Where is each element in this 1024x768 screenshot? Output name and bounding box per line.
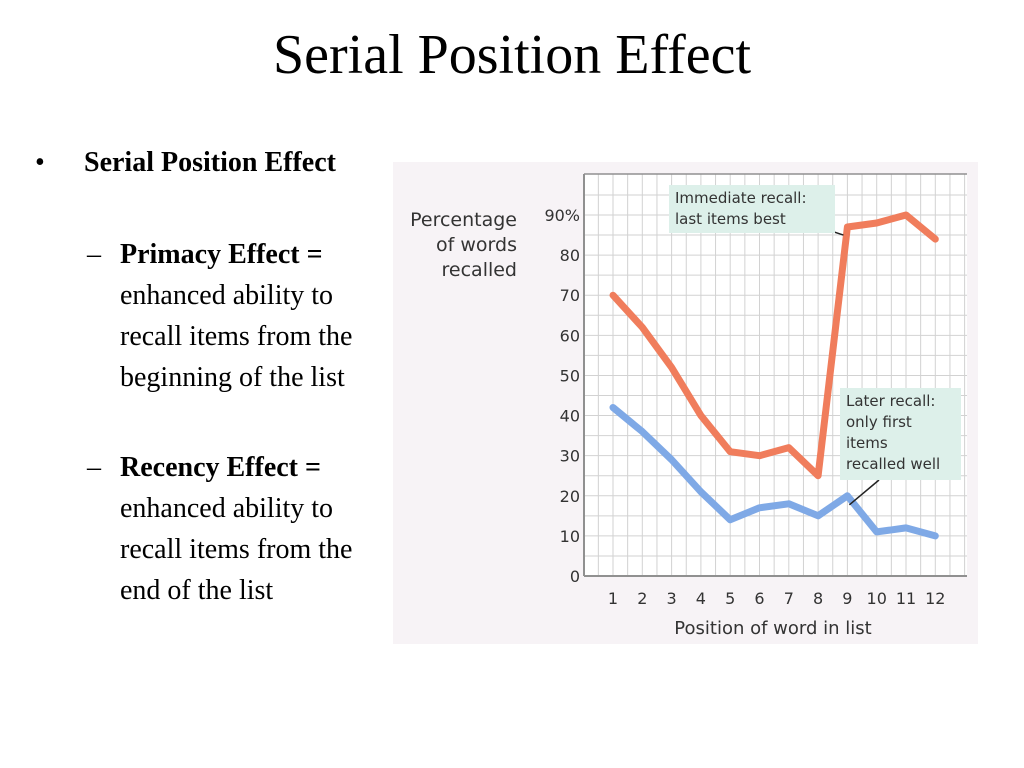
series-lines — [609, 211, 939, 540]
x-axis-label: Position of word in list — [674, 618, 871, 639]
y-tick-label: 30 — [560, 447, 580, 466]
chart-panel: 0 10 20 30 40 50 60 70 80 90% 1 2 3 4 5 6 7 8 9 10 11 12 Imm… — [393, 162, 978, 644]
series-line-later — [609, 404, 939, 540]
dash-marker: – — [87, 239, 101, 270]
bullet-main-text: Serial Position Effect — [84, 147, 336, 178]
x-tick-label: 3 — [667, 589, 677, 608]
y-tick-label: 70 — [560, 286, 580, 305]
y-axis-label-line: Percentage — [410, 209, 517, 231]
x-tick-label: 6 — [754, 589, 764, 608]
bullet-marker: • — [35, 147, 45, 178]
y-tick-labels: 0 10 20 30 40 50 60 70 80 90% — [544, 206, 580, 586]
y-axis-label-line: of words — [436, 234, 517, 256]
callout-text-line: Later recall: — [846, 392, 936, 410]
x-tick-label: 2 — [637, 589, 647, 608]
y-tick-label: 40 — [560, 407, 580, 426]
x-tick-label: 9 — [842, 589, 852, 608]
callout-text-line: recalled well — [846, 455, 940, 473]
sub-bullet-recency: – Recency Effect = enhanced ability to r… — [87, 447, 390, 611]
x-tick-label: 5 — [725, 589, 735, 608]
primacy-definition: enhanced ability to recall items from th… — [120, 280, 353, 393]
y-axis-label-line: recalled — [442, 259, 517, 281]
callout-text-line: Immediate recall: — [675, 189, 807, 207]
callout-box-later — [840, 388, 961, 480]
callout-text-line: last items best — [675, 210, 786, 228]
sub-bullet-primacy: – Primacy Effect = enhanced ability to r… — [87, 234, 390, 398]
x-tick-label: 8 — [813, 589, 823, 608]
recency-definition: enhanced ability to recall items from th… — [120, 493, 353, 606]
y-tick-label: 90% — [544, 206, 580, 225]
y-tick-label: 80 — [560, 246, 580, 265]
y-tick-label: 0 — [570, 567, 580, 586]
axes — [583, 173, 967, 577]
x-tick-label: 12 — [925, 589, 945, 608]
x-tick-label: 7 — [784, 589, 794, 608]
y-tick-label: 60 — [560, 326, 580, 345]
grid — [584, 174, 967, 577]
series-line-immediate — [609, 211, 939, 480]
y-tick-label: 20 — [560, 487, 580, 506]
callout-text-line: items — [846, 434, 888, 452]
callout-text-line: only first — [846, 413, 912, 431]
leader-line-later — [848, 479, 880, 506]
y-tick-label: 50 — [560, 366, 580, 385]
primacy-term: Primacy Effect = — [120, 239, 323, 270]
slide-title: Serial Position Effect — [273, 24, 751, 86]
bullet-serial-position-effect: • Serial Position Effect — [35, 142, 375, 183]
x-tick-labels: 1 2 3 4 5 6 7 8 9 10 11 12 — [608, 589, 946, 608]
axis-labels: Percentage of words recalled Position of wo… — [410, 209, 872, 639]
x-tick-label: 11 — [896, 589, 916, 608]
x-tick-label: 4 — [696, 589, 706, 608]
callout-box-immediate — [669, 185, 835, 233]
callouts: Immediate recall: last items best Later re… — [669, 185, 961, 480]
y-tick-label: 10 — [560, 527, 580, 546]
x-tick-label: 1 — [608, 589, 618, 608]
x-tick-label: 10 — [867, 589, 887, 608]
recency-term: Recency Effect = — [120, 452, 321, 483]
dash-marker: – — [87, 452, 101, 483]
